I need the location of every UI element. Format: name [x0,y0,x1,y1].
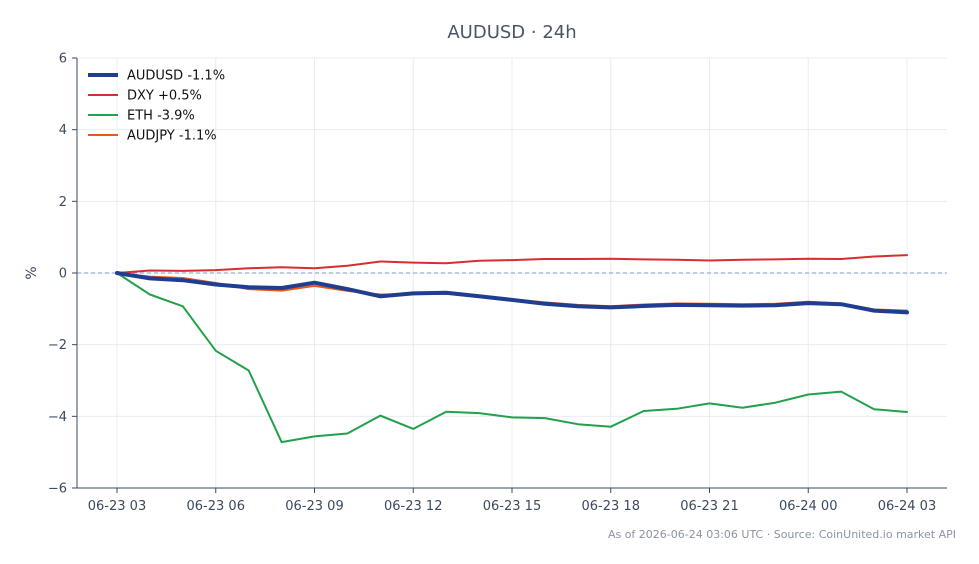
x-tick-label: 06-23 03 [88,499,146,514]
x-tick-label: 06-24 00 [779,499,837,514]
x-tick-label: 06-24 03 [878,499,936,514]
x-tick-label: 06-23 21 [680,499,738,514]
legend: AUDUSD -1.1% DXY +0.5% ETH -3.9% AUDJPY -1.… [88,69,225,144]
legend-label-dxy: DXY +0.5% [127,89,202,104]
x-tick-label: 06-23 09 [285,499,343,514]
legend-label-audjpy: AUDJPY -1.1% [127,129,217,144]
x-tick-label: 06-23 06 [187,499,245,514]
y-tick-label: 6 [59,52,67,67]
y-axis-label: % [24,266,40,279]
series-line-dxy [116,254,908,274]
y-tick-label: 4 [59,123,67,138]
legend-label-eth: ETH -3.9% [127,109,195,124]
footer-note: As of 2026-06-24 03:06 UTC · Source: Coi… [608,528,956,541]
x-tick-label: 06-23 18 [582,499,640,514]
x-ticks: 06-23 03 06-23 06 06-23 09 06-23 12 06-23 15… [88,488,936,514]
series-lines [115,254,909,444]
series-line-eth [116,272,908,444]
series-line-audusd [115,271,909,315]
y-tick-label: 0 [59,267,67,282]
chart-title: AUDUSD · 24h [447,22,576,43]
y-ticks: −6 −4 −2 0 2 4 6 [48,52,77,497]
y-tick-label: −2 [48,338,67,353]
y-tick-label: −4 [48,410,67,425]
x-tick-label: 06-23 15 [483,499,541,514]
legend-label-audusd: AUDUSD -1.1% [127,69,225,84]
y-tick-label: 2 [59,195,67,210]
x-tick-label: 06-23 12 [384,499,442,514]
y-tick-label: −6 [48,482,67,497]
